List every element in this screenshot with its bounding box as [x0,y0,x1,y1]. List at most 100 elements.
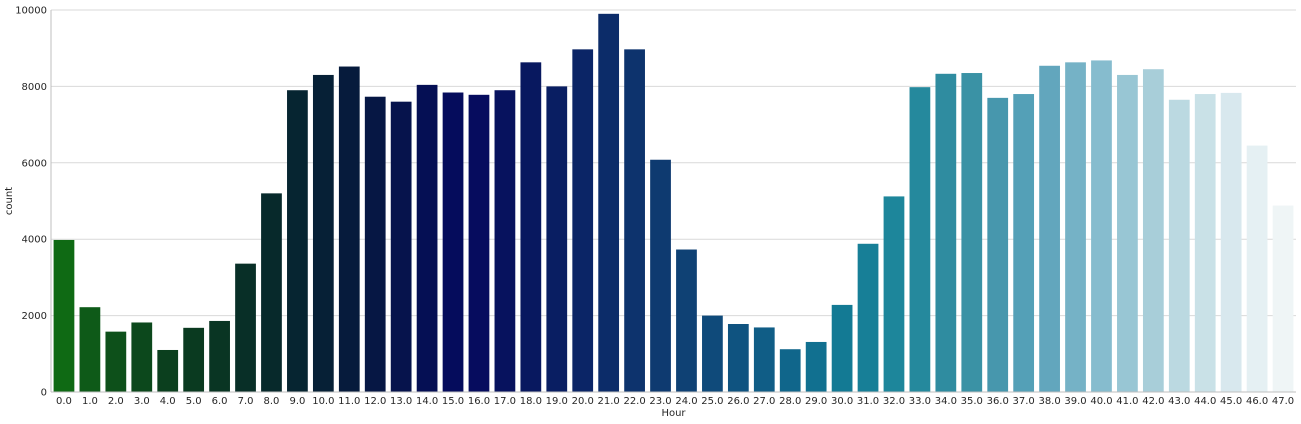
bar-hour-7.0 [235,263,256,392]
bar-hour-43.0 [1168,99,1190,393]
x-tick-label: 6.0 [212,396,228,407]
bar-hour-23.0 [650,159,671,392]
bar-hour-27.0 [753,327,775,392]
bar-hour-42.0 [1142,69,1164,393]
x-tick-labels: 0.0 1.0 2.0 3.0 4.0 5.0 6.0 7.0 8.0 9.0 10.0 11.0 12… [56,396,1294,407]
bar-hour-46.0 [1246,145,1268,392]
bar-hour-20.0 [572,49,594,392]
x-tick-label: 25.0 [701,396,723,407]
x-tick-label: 30.0 [831,396,853,407]
bar-hour-39.0 [1065,62,1086,393]
bar-hour-37.0 [1013,94,1035,392]
x-tick-label: 8.0 [264,396,280,407]
bar-hour-2.0 [105,331,127,392]
x-tick-label: 11.0 [338,396,360,407]
x-tick-label: 0.0 [56,396,72,407]
bar-hour-19.0 [546,86,568,393]
bar-hour-9.0 [287,90,308,392]
bar-hour-3.0 [131,322,153,392]
x-tick-label: 18.0 [520,396,542,407]
bar-hour-1.0 [79,307,101,392]
x-tick-label: 32.0 [883,396,905,407]
bar-hour-41.0 [1117,74,1138,392]
bar-hour-5.0 [183,327,205,392]
x-tick-label: 15.0 [442,396,464,407]
x-tick-label: 31.0 [857,396,879,407]
bar-hour-26.0 [727,324,749,392]
x-tick-label: 19.0 [546,396,568,407]
y-tick-label: 8000 [22,82,47,93]
bar-hour-17.0 [494,90,516,392]
bar-hour-8.0 [261,193,282,392]
x-tick-label: 44.0 [1194,396,1216,407]
bar-hour-24.0 [676,249,697,392]
bar-hour-45.0 [1220,92,1242,393]
y-tick-label: 0 [41,388,47,399]
bar-hour-28.0 [779,349,801,392]
bar-hour-38.0 [1039,65,1060,392]
x-tick-label: 21.0 [598,396,620,407]
x-tick-label: 10.0 [312,396,334,407]
bar-hour-12.0 [364,96,386,393]
x-tick-label: 47.0 [1272,396,1294,407]
x-axis-label: Hour [661,408,686,419]
bar-hour-33.0 [909,87,931,392]
x-tick-label: 36.0 [987,396,1009,407]
bar-hour-30.0 [831,304,853,392]
bar-hour-10.0 [312,74,334,392]
bar-hour-15.0 [442,92,464,393]
bar-hour-13.0 [390,101,412,393]
x-tick-label: 22.0 [623,396,645,407]
bar-hour-6.0 [209,320,230,392]
y-tick-labels: 0 2000 4000 6000 8000 10000 [15,6,47,399]
y-tick-label: 6000 [22,158,47,169]
bar-hour-16.0 [468,94,490,392]
x-tick-label: 34.0 [935,396,957,407]
bar-hour-0.0 [53,239,75,392]
y-axis-label: count [4,187,15,215]
x-tick-label: 27.0 [753,396,775,407]
bar-hour-31.0 [857,243,879,392]
x-tick-label: 2.0 [108,396,124,407]
x-tick-label: 12.0 [364,396,386,407]
x-tick-label: 17.0 [494,396,516,407]
y-tick-label: 2000 [22,311,47,322]
x-tick-label: 13.0 [390,396,412,407]
y-tick-label: 4000 [22,235,47,246]
bar-hour-47.0 [1272,205,1294,392]
bar-hour-29.0 [805,341,827,392]
x-tick-label: 14.0 [416,396,438,407]
bar-hour-22.0 [624,49,645,392]
bars [53,13,1294,393]
x-tick-label: 1.0 [82,396,98,407]
y-tick-label: 10000 [15,6,47,17]
bar-hour-34.0 [935,73,957,392]
x-tick-label: 5.0 [186,396,202,407]
x-tick-label: 4.0 [160,396,176,407]
x-tick-label: 40.0 [1090,396,1112,407]
x-tick-label: 45.0 [1220,396,1242,407]
x-tick-label: 33.0 [909,396,931,407]
x-tick-label: 37.0 [1013,396,1035,407]
bar-hour-36.0 [987,97,1009,393]
x-tick-label: 20.0 [572,396,594,407]
x-tick-label: 7.0 [238,396,254,407]
x-tick-label: 38.0 [1038,396,1060,407]
bar-hour-32.0 [883,196,905,392]
bar-hour-21.0 [598,13,620,392]
x-tick-label: 46.0 [1246,396,1268,407]
x-tick-label: 16.0 [468,396,490,407]
x-tick-label: 23.0 [649,396,671,407]
bar-hour-11.0 [338,66,360,392]
bar-hour-44.0 [1194,94,1216,392]
bar-hour-35.0 [961,73,983,392]
x-tick-label: 35.0 [961,396,983,407]
x-tick-label: 39.0 [1064,396,1086,407]
bar-hour-4.0 [157,349,179,392]
x-tick-label: 24.0 [675,396,697,407]
x-tick-label: 29.0 [805,396,827,407]
x-tick-label: 9.0 [289,396,305,407]
x-tick-label: 3.0 [134,396,150,407]
x-tick-label: 43.0 [1168,396,1190,407]
